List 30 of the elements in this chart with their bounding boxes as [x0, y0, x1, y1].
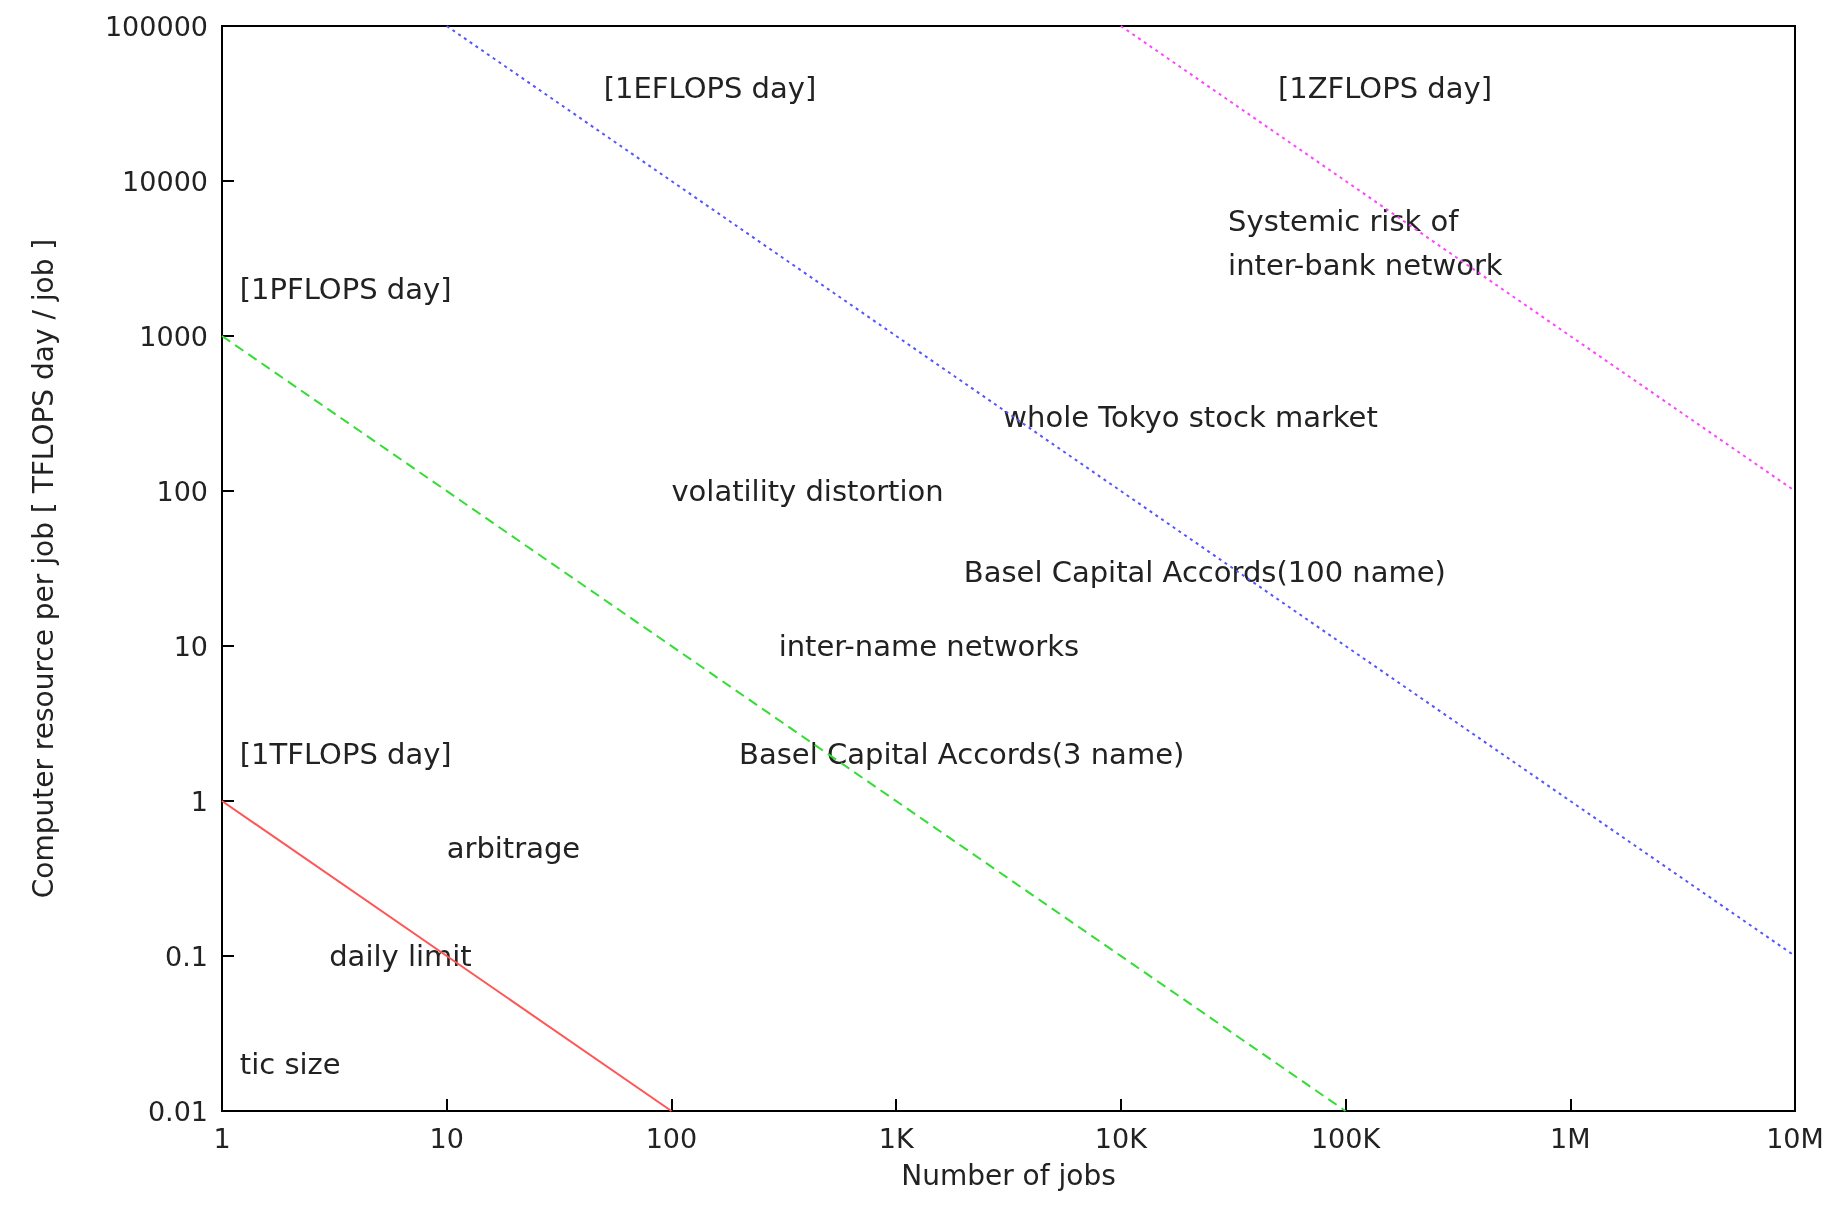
- x-tick-label: 1: [213, 1123, 231, 1154]
- x-axis-title: Number of jobs: [901, 1158, 1116, 1192]
- y-tick-label: 1: [190, 785, 208, 817]
- y-tick-label: 10000: [122, 165, 208, 197]
- x-tick-label: 100: [645, 1123, 698, 1154]
- x-tick-label: 100K: [1310, 1123, 1382, 1154]
- annotation: tic size: [239, 1047, 341, 1082]
- y-tick-label: 0.1: [165, 940, 208, 972]
- x-tick-label: 10: [429, 1123, 464, 1154]
- annotation: [1EFLOPS day]: [603, 70, 817, 105]
- y-tick-label: 10: [173, 630, 208, 662]
- annotation: volatility distortion: [671, 474, 944, 508]
- annotation: inter-name networks: [778, 629, 1080, 663]
- annotation: Basel Capital Accords(100 name): [963, 555, 1446, 590]
- x-tick-label: 10K: [1094, 1123, 1149, 1154]
- x-tick-label: 1M: [1550, 1123, 1591, 1154]
- annotation: Basel Capital Accords(3 name): [739, 737, 1185, 772]
- annotation: whole Tokyo stock market: [1003, 400, 1378, 435]
- x-tick-label: 10M: [1766, 1123, 1824, 1154]
- y-tick-label: 0.01: [147, 1095, 208, 1127]
- y-tick-label: 1000: [139, 320, 208, 352]
- annotation: Systemic risk of inter-bank network: [1228, 203, 1503, 282]
- annotation: [1PFLOPS day]: [239, 272, 452, 307]
- x-tick-label: 1K: [878, 1123, 915, 1154]
- annotation: arbitrage: [446, 830, 581, 865]
- y-tick-label: 100000: [104, 10, 208, 42]
- annotation: [1ZFLOPS day]: [1277, 70, 1492, 105]
- y-axis-title: Computer resource per job [ TFLOPS day / job ]: [26, 238, 60, 899]
- y-tick-label: 100: [156, 475, 208, 507]
- annotation: [1TFLOPS day]: [239, 737, 452, 772]
